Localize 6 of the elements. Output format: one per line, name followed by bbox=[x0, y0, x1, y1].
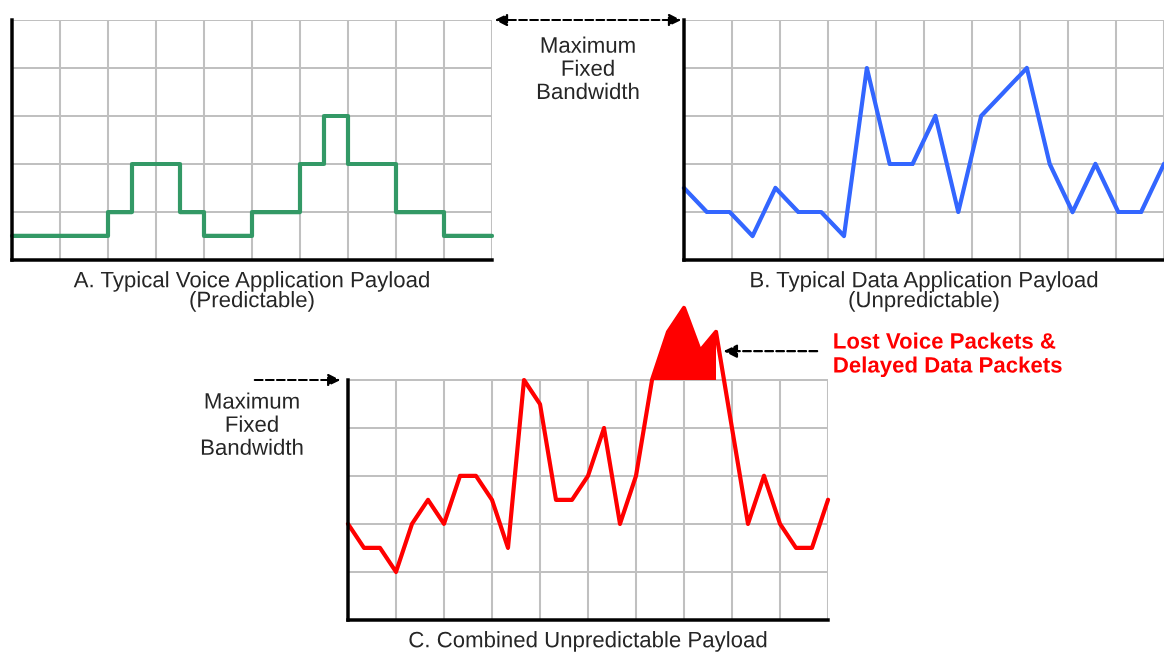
text: Lost Voice Packets & Delayed Data Packets bbox=[834, 332, 1062, 378]
ref-line-label: Maximum Fixed Bandwidth bbox=[201, 392, 303, 456]
x-axis-title: C. Combined Unpredictable Payload bbox=[409, 631, 767, 652]
ref-line-label: Maximum Fixed Bandwidth bbox=[537, 36, 639, 100]
x-axis-title: A. Typical Voice Application Payload (Predictable) bbox=[73, 271, 429, 312]
x-axis-title: B. Typical Data Application Payload (Unpredictable) bbox=[751, 271, 1098, 312]
